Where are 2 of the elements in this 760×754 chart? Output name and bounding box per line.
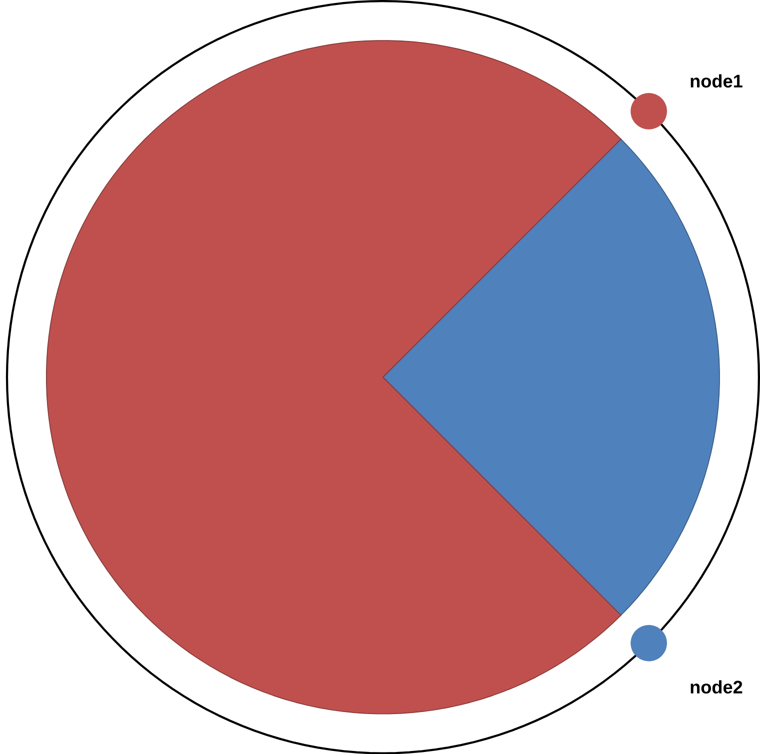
slice-label: node2 bbox=[690, 680, 742, 694]
slice-label: node1 bbox=[690, 74, 742, 88]
